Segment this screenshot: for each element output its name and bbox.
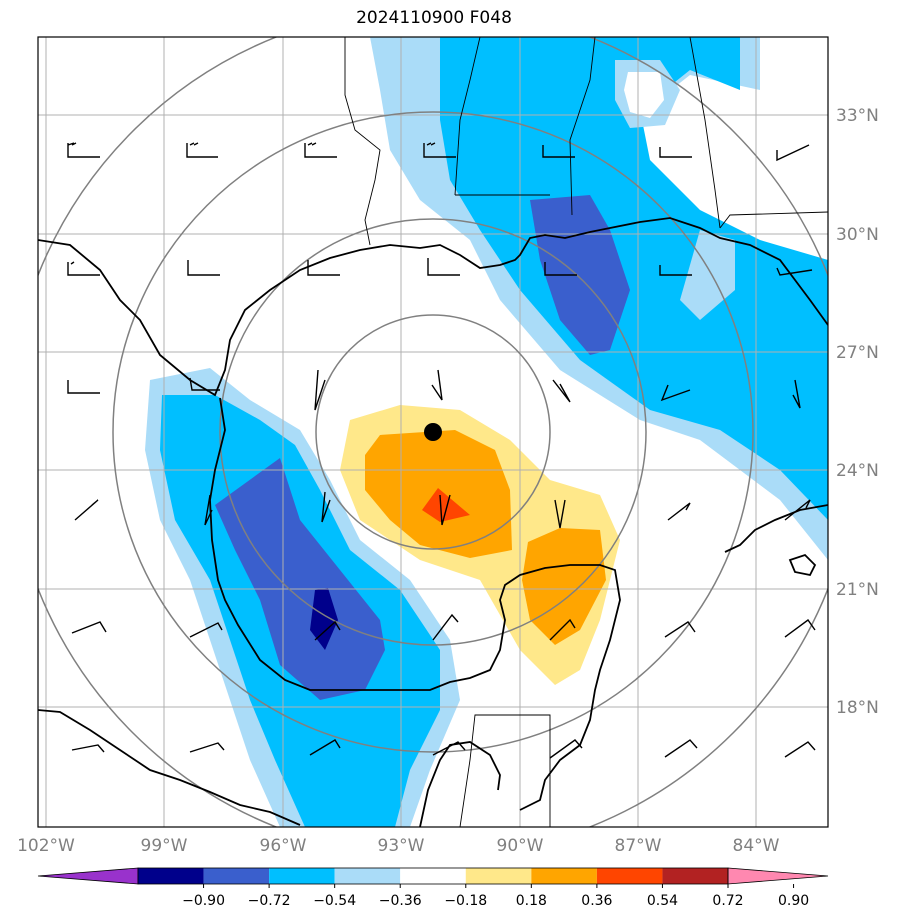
lon-label: 96°W: [260, 836, 307, 856]
colorbar-swatch: [334, 868, 401, 884]
colorbar: −0.90 −0.72 −0.54 −0.36 −0.18 0.18 0.36 0.54 0.7…: [37, 867, 829, 909]
colorbar-label: −0.36: [379, 893, 422, 909]
wind-barbs: [67, 142, 816, 759]
colorbar-extend-high: [727, 867, 829, 885]
graticule: [38, 37, 828, 827]
colorbar-label: −0.90: [182, 893, 225, 909]
lon-label: 102°W: [17, 836, 75, 856]
storm-center-marker: [424, 423, 442, 441]
lat-label: 27°N: [836, 343, 879, 363]
range-rings: [38, 37, 828, 827]
colorbar-label: −0.18: [444, 893, 487, 909]
colorbar-swatch: [662, 868, 728, 884]
colorbar-swatch: [596, 868, 663, 884]
colorbar-label: 0.36: [581, 893, 612, 909]
colorbar-swatch: [531, 868, 597, 884]
lat-label: 24°N: [836, 461, 879, 481]
colorbar-label: 0.54: [647, 893, 678, 909]
lat-label: 30°N: [836, 225, 879, 245]
borders: [344, 37, 828, 827]
map-title: 2024110900 F048: [356, 8, 512, 28]
anomaly-positive: [340, 405, 620, 685]
colorbar-swatch: [138, 868, 204, 884]
colorbar-swatch: [269, 868, 335, 884]
lon-labels: 102°W 99°W 96°W 93°W 90°W 87°W 84°W: [17, 836, 780, 856]
map-content: [38, 37, 828, 827]
colorbar-label: 0.18: [516, 893, 547, 909]
lon-label: 87°W: [615, 836, 662, 856]
lon-label: 90°W: [497, 836, 544, 856]
colorbar-label: −0.54: [313, 893, 356, 909]
lat-labels: 33°N 30°N 27°N 24°N 21°N 18°N: [836, 106, 879, 718]
lat-label: 21°N: [836, 580, 879, 600]
colorbar-swatch: [465, 868, 532, 884]
colorbar-frame: [137, 867, 729, 885]
colorbar-label: 0.72: [712, 893, 743, 909]
lat-label: 18°N: [836, 698, 879, 718]
colorbar-label: 0.90: [778, 893, 809, 909]
anomaly-negative-southwest: [145, 368, 460, 827]
lon-label: 93°W: [378, 836, 425, 856]
colorbar-swatch: [203, 868, 270, 884]
lon-label: 84°W: [733, 836, 780, 856]
lon-label: 99°W: [141, 836, 188, 856]
lat-label: 33°N: [836, 106, 879, 126]
colorbar-extend-low: [37, 867, 139, 885]
colorbar-label: −0.72: [248, 893, 291, 909]
map-frame: [37, 36, 829, 828]
colorbar-swatch: [400, 868, 466, 884]
